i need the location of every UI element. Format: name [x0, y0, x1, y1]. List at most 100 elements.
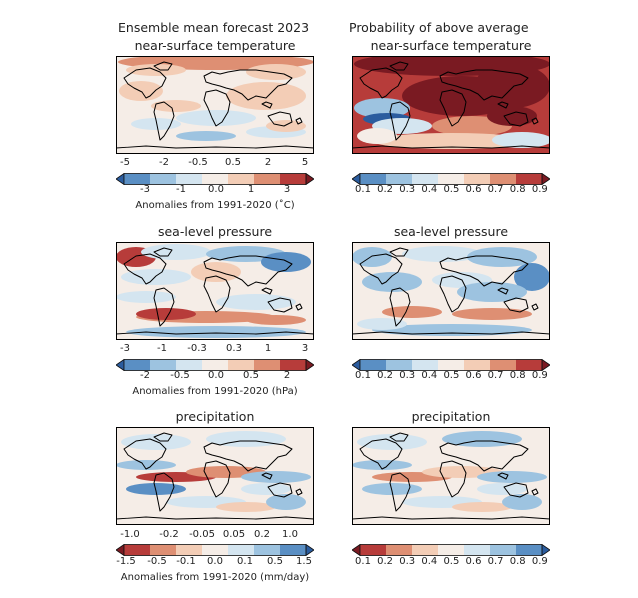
- coastline: [439, 69, 529, 101]
- colorbar-extend-high: [305, 543, 315, 557]
- map-anomaly-field: [241, 471, 311, 483]
- colorbar-swatch: [176, 359, 203, 371]
- cb-precip-top-tick: -1.0: [120, 529, 140, 540]
- coastline: [267, 297, 293, 313]
- colorbar-extend-high: [305, 358, 315, 372]
- map-anomaly-field: [176, 110, 256, 126]
- coastline: [497, 287, 509, 295]
- coastline: [203, 89, 231, 127]
- colorbar-extend-low: [351, 358, 361, 372]
- colorbar-temp-prob: [351, 170, 551, 189]
- map-frame: [352, 242, 550, 340]
- map-anomaly-field: [226, 82, 306, 110]
- coastline: [203, 69, 293, 101]
- map-anomaly-field: [514, 263, 550, 291]
- colorbar-swatch: [438, 359, 465, 371]
- map-anomaly-field: [261, 252, 311, 272]
- coastline: [359, 253, 403, 285]
- coastline-antarctica: [116, 516, 314, 525]
- colorbar-swatch: [150, 544, 177, 556]
- colorbar-swatch: [150, 359, 177, 371]
- colorbar-swatch: [228, 359, 255, 371]
- cb-slp-top-tick: -1: [157, 343, 167, 354]
- colorbar-swatch: [254, 544, 281, 556]
- coastline: [503, 297, 529, 313]
- colorbar-swatch: [360, 173, 387, 185]
- coastline: [389, 472, 411, 512]
- cb-slp-bottom-tick: -0.5: [170, 370, 190, 381]
- coastline: [123, 253, 167, 285]
- map-anomaly-field: [452, 502, 512, 512]
- cb-temp-bottom-tick: -3: [140, 184, 150, 195]
- cb-precip-top-tick: -0.2: [159, 529, 179, 540]
- colorbar-swatch: [124, 359, 151, 371]
- coastline: [439, 275, 467, 313]
- map-anomaly-field: [357, 128, 397, 144]
- map-anomaly-field: [352, 247, 392, 267]
- cb-temp-top-tick: -2: [159, 157, 169, 168]
- cb-precip-bottom-tick: -0.5: [147, 556, 167, 567]
- map-anomaly-field: [474, 64, 550, 108]
- colorbar-swatch: [490, 544, 517, 556]
- map-slp-mean: [116, 242, 314, 340]
- prob-tick: 0.8: [509, 370, 526, 381]
- coastline: [153, 287, 175, 327]
- colorbar-swatch: [412, 544, 439, 556]
- colorbar-swatch: [228, 173, 255, 185]
- coastline-antarctica: [352, 331, 550, 340]
- map-frame: [116, 56, 314, 154]
- coastline: [153, 61, 173, 71]
- colorbar-swatch: [438, 544, 465, 556]
- colorbar-frame: [359, 359, 543, 371]
- coastline: [389, 287, 411, 327]
- map-anomaly-field: [372, 324, 532, 336]
- colorbar-swatch: [516, 173, 543, 185]
- coastline: [267, 482, 293, 498]
- prob-tick: 0.7: [487, 556, 504, 567]
- map-frame: [116, 427, 314, 525]
- coastline: [295, 303, 303, 311]
- colorbar-precip: [115, 541, 315, 560]
- map-slp-prob: [352, 242, 550, 340]
- panel-title-temp-mean: near-surface temperature: [134, 38, 296, 53]
- map-anomaly-field: [357, 434, 427, 450]
- coastline: [439, 255, 529, 287]
- coastline: [531, 488, 539, 496]
- prob-tick: 0.6: [465, 556, 482, 567]
- coastline: [203, 440, 293, 472]
- prob-tick: 0.4: [421, 556, 438, 567]
- coastline: [497, 472, 509, 480]
- map-anomaly-field: [121, 269, 191, 285]
- coastline: [389, 247, 409, 257]
- map-anomaly-field: [266, 120, 306, 132]
- coastline: [295, 117, 303, 125]
- left-column-title: Ensemble mean forecast 2023: [118, 20, 310, 35]
- map-anomaly-field: [457, 282, 527, 302]
- colorbar-extend-low: [115, 543, 125, 557]
- colorbar-swatch: [490, 359, 517, 371]
- cb-temp-bottom-tick: 0.0: [208, 184, 224, 195]
- cb-slp-top-tick: 1: [264, 343, 272, 354]
- cb-precip-top-tick: -0.05: [189, 529, 215, 540]
- coastline: [153, 101, 175, 141]
- cb-slp-bottom-tick: -2: [140, 370, 150, 381]
- cb-slp-label: Anomalies from 1991-2020 (hPa): [132, 386, 298, 397]
- cb-precip-bottom-tick: 0.1: [237, 556, 253, 567]
- coastline: [203, 255, 293, 287]
- prob-tick: 0.5: [443, 556, 460, 567]
- colorbar-swatch: [254, 359, 281, 371]
- prob-tick: 0.2: [377, 184, 394, 195]
- colorbar-swatch: [386, 173, 413, 185]
- map-temp-prob: [352, 56, 550, 154]
- colorbar-extend-low: [351, 172, 361, 186]
- prob-tick: 0.5: [443, 370, 460, 381]
- map-anomaly-field: [116, 460, 176, 470]
- colorbar-swatch: [490, 173, 517, 185]
- coastline: [203, 275, 231, 313]
- cb-precip-top-tick: 1.0: [282, 529, 298, 540]
- map-anomaly-field: [266, 494, 306, 510]
- map-anomaly-field: [141, 244, 211, 260]
- map-anomaly-field: [487, 106, 537, 126]
- prob-tick: 0.6: [465, 184, 482, 195]
- coastline: [389, 61, 409, 71]
